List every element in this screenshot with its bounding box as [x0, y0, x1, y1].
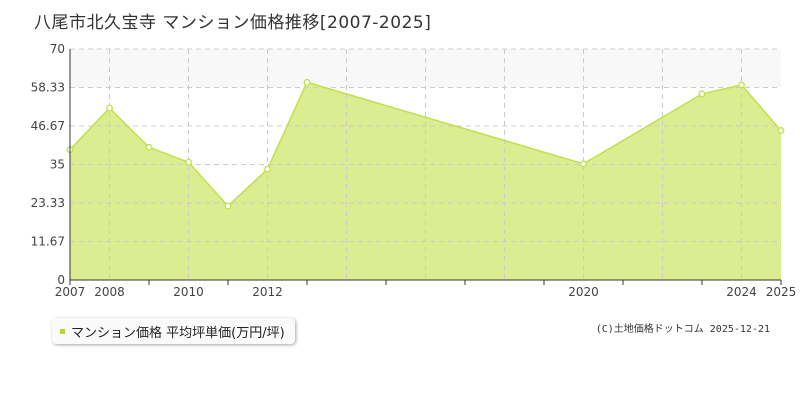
y-tick-label: 11.67: [31, 234, 65, 248]
legend-label: マンション価格 平均坪単価(万円/坪): [71, 325, 285, 341]
legend: マンション価格 平均坪単価(万円/坪): [52, 318, 295, 344]
y-tick-label: 23.33: [31, 196, 65, 210]
y-tick-label: 35: [50, 158, 65, 172]
series-area: [70, 82, 781, 280]
x-tick-label: 2012: [252, 285, 283, 299]
credit-text: (C)土地価格ドットコム 2025-12-21: [595, 324, 770, 335]
x-tick-label: 2010: [173, 285, 204, 299]
y-tick-label: 58.33: [31, 81, 65, 95]
x-tick-label: 2007: [55, 285, 86, 299]
y-tick-label: 70: [50, 42, 65, 56]
data-point: [106, 104, 113, 112]
x-tick-label: 2025: [766, 285, 797, 299]
x-tick-label: 2008: [94, 285, 125, 299]
data-point: [224, 202, 232, 210]
x-tick-label: 2024: [726, 285, 757, 299]
data-point: [738, 81, 745, 89]
data-point: [145, 143, 153, 151]
y-tick-label: 0: [57, 273, 65, 287]
chart-title: 八尾市北久宝寺 マンション価格推移[2007-2025]: [34, 13, 432, 33]
data-point: [303, 78, 311, 86]
data-point: [698, 90, 706, 98]
data-point: [777, 127, 785, 134]
data-point: [185, 158, 192, 166]
data-point: [264, 165, 271, 173]
legend-marker-icon: [60, 328, 65, 334]
y-tick-label: 46.67: [31, 119, 65, 133]
x-tick-label: 2020: [568, 285, 599, 299]
data-point: [580, 160, 587, 168]
